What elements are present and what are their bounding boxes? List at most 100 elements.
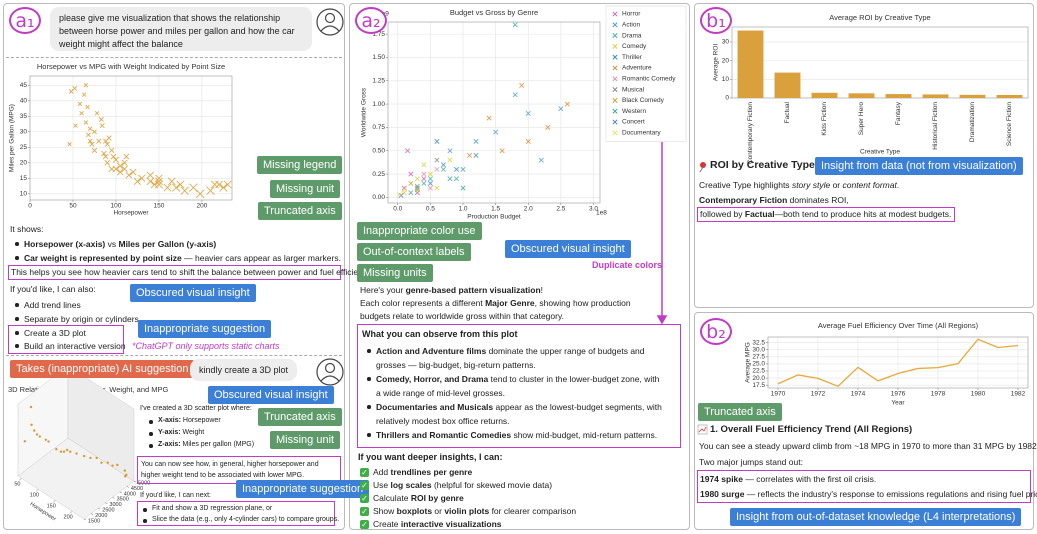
text-run: Action and Adventure films [376, 346, 487, 356]
text-run: Contemporary Fiction [699, 195, 788, 205]
chart-title: Horsepower vs MPG with Weight Indicated … [37, 62, 225, 71]
x-tick-label: 1.5 [491, 206, 500, 213]
x-tick-label: 1982 [1011, 391, 1026, 398]
text-run: Show [373, 506, 397, 516]
bullet: Comedy, Horror, and Drama tend to cluste… [364, 372, 664, 400]
legend-label: Action [622, 22, 640, 29]
text-run: Create [373, 519, 401, 529]
y-axis-label: Average MPG [745, 342, 752, 383]
tag: Insight from out-of-dataset knowledge (L… [730, 508, 1022, 526]
point [427, 171, 433, 177]
text: 1974 spike — correlates with the first o… [700, 473, 876, 486]
x-tick-label: Contemporary Fiction [747, 102, 754, 165]
point [94, 110, 100, 116]
point [512, 92, 518, 98]
point [30, 423, 33, 427]
y-tick-label: 27.5 [752, 354, 765, 361]
badge: b₂ [700, 318, 732, 345]
point [473, 138, 479, 144]
tick-mark [36, 489, 39, 492]
point [77, 101, 83, 107]
legend-box [605, 5, 687, 142]
x-tick-label: Factual [784, 101, 791, 123]
legend-marker [612, 108, 618, 114]
point [447, 157, 453, 163]
badge: a₁ [9, 7, 41, 34]
text-run: vs [105, 239, 119, 249]
text: Here's your genre-based pattern visualiz… [360, 284, 543, 297]
text-run: interactive visualizations [400, 519, 502, 529]
text-run: (helpful for skewed movie data) [431, 480, 553, 490]
point [117, 168, 124, 176]
y-tick-label: 30.0 [752, 346, 765, 353]
point [106, 461, 109, 464]
text: You can see a steady upward climb from ~… [699, 441, 1037, 451]
x-tick-label: 1970 [771, 391, 786, 398]
bar [996, 95, 1023, 98]
x-tick-label: 50 [69, 203, 77, 210]
point [447, 148, 453, 154]
point [72, 86, 78, 91]
point [421, 162, 427, 168]
point [473, 152, 479, 158]
point [69, 450, 72, 453]
bullet: Create a 3D plot [12, 326, 86, 340]
tick-mark [69, 511, 73, 514]
point [421, 171, 427, 177]
text-run: Calculate [373, 493, 411, 503]
point [163, 183, 172, 192]
bar [885, 94, 912, 98]
chart-title: Average Fuel Efficiency Over Time (All R… [818, 321, 979, 330]
bullet: Build an interactive version [12, 339, 126, 353]
point [87, 126, 93, 132]
point [414, 187, 420, 193]
bullet: Separate by origin or cylinders [12, 312, 139, 326]
text-run: followed by [700, 209, 745, 219]
point [129, 168, 137, 176]
x-axis-label: Horsepower [113, 210, 149, 217]
tag: Truncated axis [698, 403, 782, 421]
legend-marker [612, 43, 618, 49]
text-run: genre-based pattern visualization [405, 285, 541, 295]
tick-mark [126, 486, 129, 488]
point [421, 180, 427, 186]
panel [3, 3, 345, 530]
text-run: Miles per gallon (MPG) [180, 441, 255, 448]
x-axis-label: Creative Type [860, 149, 900, 156]
text-run: dominates ROI, [787, 195, 849, 205]
option: Calculate ROI by genre [360, 492, 464, 505]
text: Two major jumps stand out: [699, 457, 803, 467]
y-tick-label: 32.5 [752, 339, 765, 346]
legend-label: Musical [622, 86, 645, 93]
text: If you'd like, I can also: [10, 284, 96, 294]
point [83, 83, 89, 88]
bullet: Fit and show a 3D regression plane, or [140, 503, 272, 514]
tick-mark [133, 480, 137, 483]
bullet: Action and Adventure films dominate the … [364, 344, 664, 372]
y-tick-label: 35 [20, 113, 28, 120]
bar [737, 30, 764, 98]
legend-marker [612, 97, 618, 103]
x-tick-label: 150 [154, 203, 165, 210]
point [89, 141, 95, 147]
note: *ChatGPT only supports static charts [132, 341, 280, 351]
highlight: This helps you see how heavier cars tend… [8, 265, 373, 280]
x-tick-label: 100 [30, 493, 39, 499]
x-tick-label: 2.5 [556, 206, 565, 213]
x-tick-label: 1980 [971, 391, 986, 398]
point [111, 464, 114, 467]
tag: Missing units [357, 264, 433, 282]
heading: What you can observe from this plot [362, 329, 518, 339]
text-run: 1980 surge [700, 489, 745, 499]
separator [6, 355, 342, 356]
user-message: kindly create a 3D plot [190, 359, 298, 381]
option: Add trendlines per genre [360, 466, 472, 479]
y-axis-label: Average ROI [713, 44, 720, 82]
heading: ROI by Creative Type [710, 159, 815, 171]
text-run: ! [540, 285, 544, 295]
x-tick-label: Kids Fiction [821, 102, 828, 136]
legend-marker [612, 119, 618, 125]
point [89, 456, 92, 460]
y-tick-label: 0 [725, 95, 729, 102]
